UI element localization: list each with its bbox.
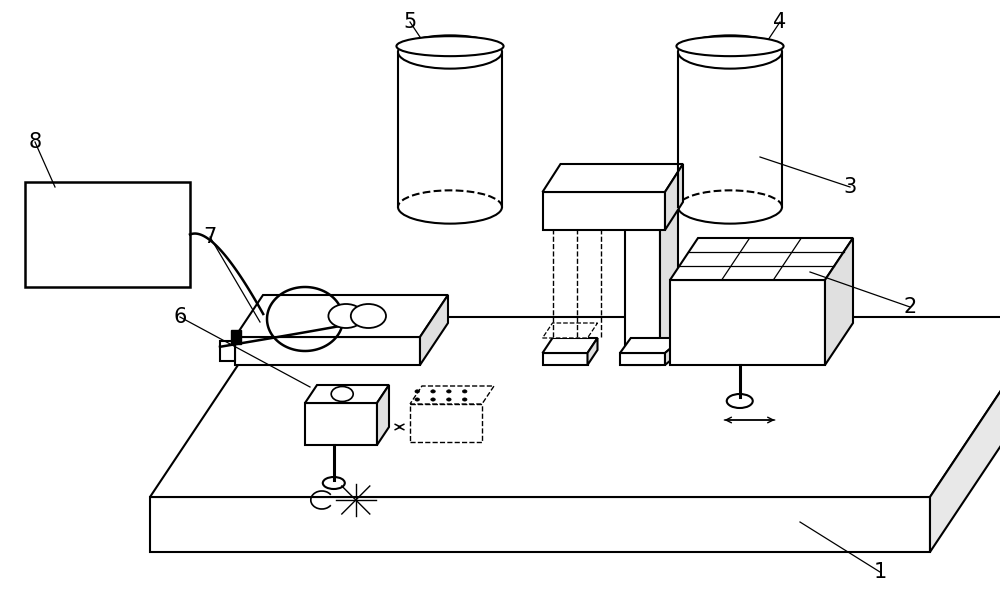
Polygon shape <box>410 386 494 404</box>
Polygon shape <box>670 280 825 365</box>
Text: 4: 4 <box>773 12 787 32</box>
Ellipse shape <box>323 477 345 489</box>
Ellipse shape <box>415 390 419 393</box>
Polygon shape <box>930 317 1000 552</box>
Polygon shape <box>665 164 683 230</box>
Polygon shape <box>420 295 448 365</box>
Text: 3: 3 <box>843 177 857 197</box>
Ellipse shape <box>676 36 784 56</box>
Polygon shape <box>625 220 660 365</box>
Ellipse shape <box>678 35 782 69</box>
Text: 6: 6 <box>173 307 187 327</box>
Polygon shape <box>670 238 853 280</box>
Ellipse shape <box>462 390 467 393</box>
Polygon shape <box>665 338 683 365</box>
Polygon shape <box>620 338 683 353</box>
Ellipse shape <box>447 398 451 401</box>
Polygon shape <box>660 192 678 365</box>
Polygon shape <box>235 337 420 365</box>
Ellipse shape <box>431 398 435 401</box>
Polygon shape <box>150 317 1000 497</box>
Ellipse shape <box>351 304 386 328</box>
Polygon shape <box>543 353 588 365</box>
Ellipse shape <box>431 390 435 393</box>
FancyBboxPatch shape <box>231 330 241 344</box>
FancyBboxPatch shape <box>220 341 235 361</box>
Text: 8: 8 <box>28 132 42 152</box>
Polygon shape <box>543 192 665 230</box>
Polygon shape <box>543 164 683 192</box>
Polygon shape <box>588 338 598 365</box>
Polygon shape <box>410 404 482 442</box>
Ellipse shape <box>396 36 504 56</box>
Ellipse shape <box>331 387 353 401</box>
Text: 2: 2 <box>903 297 917 317</box>
Polygon shape <box>377 385 389 445</box>
Polygon shape <box>825 238 853 365</box>
Polygon shape <box>620 353 665 365</box>
Ellipse shape <box>447 390 451 393</box>
Polygon shape <box>625 192 678 220</box>
Polygon shape <box>543 323 598 338</box>
Ellipse shape <box>462 398 467 401</box>
Polygon shape <box>543 338 598 353</box>
Polygon shape <box>305 403 377 445</box>
Polygon shape <box>235 295 448 337</box>
Ellipse shape <box>727 394 753 408</box>
FancyBboxPatch shape <box>25 182 190 287</box>
Text: 7: 7 <box>203 227 217 247</box>
Text: 1: 1 <box>873 562 887 582</box>
Ellipse shape <box>398 35 502 69</box>
Polygon shape <box>305 385 389 403</box>
Ellipse shape <box>415 398 419 401</box>
Ellipse shape <box>328 304 364 328</box>
Polygon shape <box>150 497 930 552</box>
Text: 5: 5 <box>403 12 417 32</box>
